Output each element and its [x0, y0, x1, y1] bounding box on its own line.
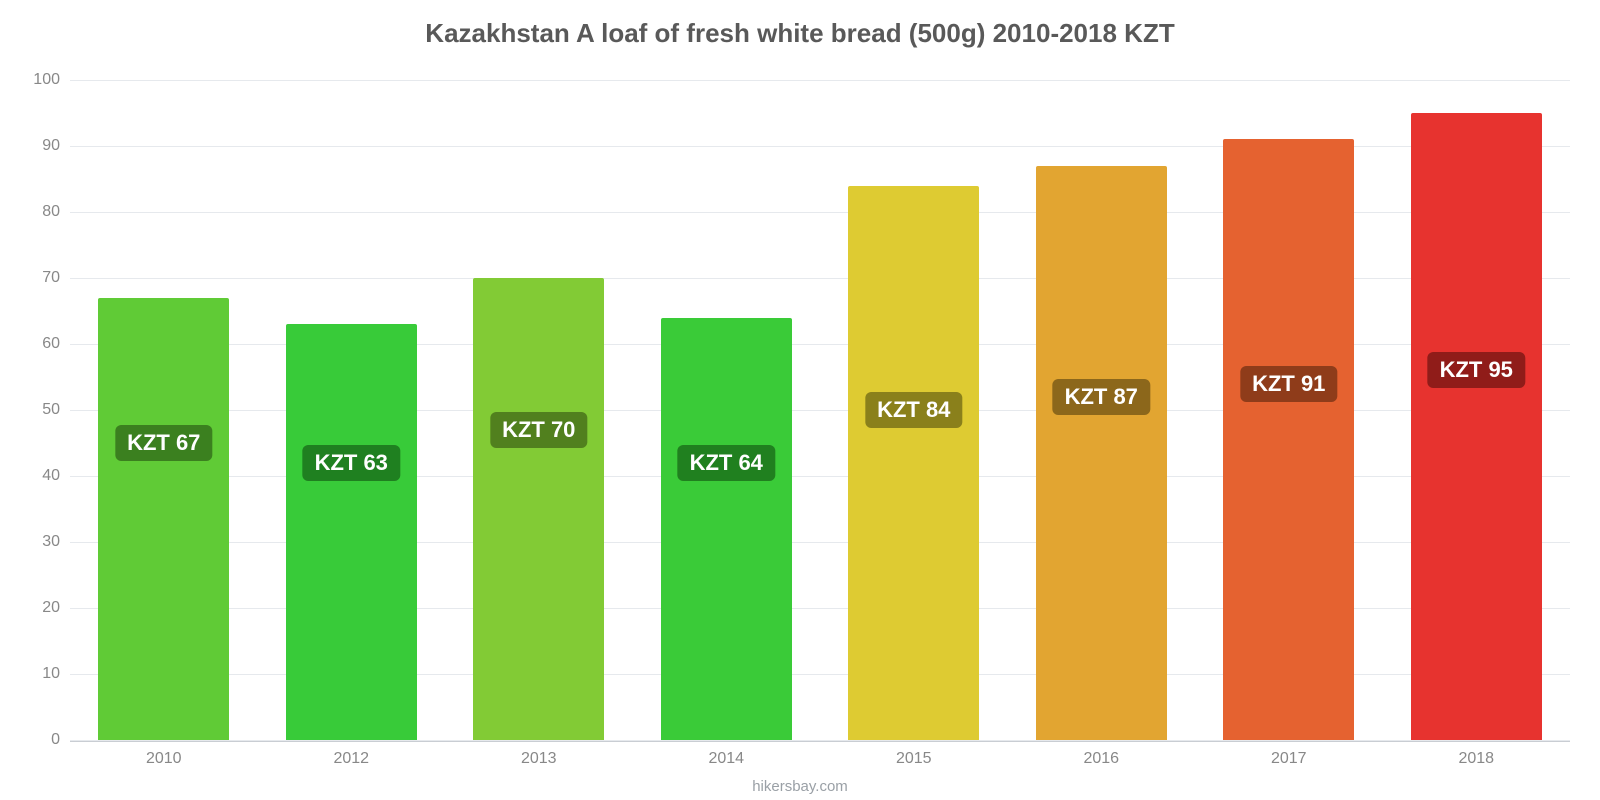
bar: [1036, 166, 1167, 740]
source-label: hikersbay.com: [0, 778, 1600, 795]
bar-value-label: KZT 63: [303, 445, 400, 481]
plot-area: 01020304050607080901002010KZT 672012KZT …: [70, 80, 1570, 742]
x-tick-label: 2014: [708, 740, 744, 768]
x-tick-label: 2015: [896, 740, 932, 768]
bar: [286, 324, 417, 740]
chart-container: Kazakhstan A loaf of fresh white bread (…: [0, 0, 1600, 800]
bar: [1411, 113, 1542, 740]
x-tick-label: 2018: [1458, 740, 1494, 768]
y-tick-label: 20: [42, 599, 70, 617]
y-tick-label: 100: [33, 71, 70, 89]
bar: [98, 298, 229, 740]
chart-title: Kazakhstan A loaf of fresh white bread (…: [0, 18, 1600, 49]
x-tick-label: 2013: [521, 740, 557, 768]
bar: [473, 278, 604, 740]
bar-value-label: KZT 70: [490, 412, 587, 448]
bar: [848, 186, 979, 740]
bar: [1223, 139, 1354, 740]
grid-line: [70, 740, 1570, 741]
bar-value-label: KZT 84: [865, 392, 962, 428]
x-tick-label: 2010: [146, 740, 182, 768]
bar-value-label: KZT 64: [678, 445, 775, 481]
x-tick-label: 2017: [1271, 740, 1307, 768]
bar-value-label: KZT 95: [1428, 352, 1525, 388]
y-tick-label: 40: [42, 467, 70, 485]
x-tick-label: 2016: [1083, 740, 1119, 768]
y-tick-label: 80: [42, 203, 70, 221]
y-tick-label: 0: [51, 731, 70, 749]
bar-value-label: KZT 87: [1053, 379, 1150, 415]
y-tick-label: 50: [42, 401, 70, 419]
y-tick-label: 30: [42, 533, 70, 551]
y-tick-label: 90: [42, 137, 70, 155]
bar-value-label: KZT 91: [1240, 366, 1337, 402]
bar-value-label: KZT 67: [115, 425, 212, 461]
bar: [661, 318, 792, 740]
grid-line: [70, 80, 1570, 81]
y-tick-label: 60: [42, 335, 70, 353]
x-tick-label: 2012: [333, 740, 369, 768]
y-tick-label: 70: [42, 269, 70, 287]
y-tick-label: 10: [42, 665, 70, 683]
